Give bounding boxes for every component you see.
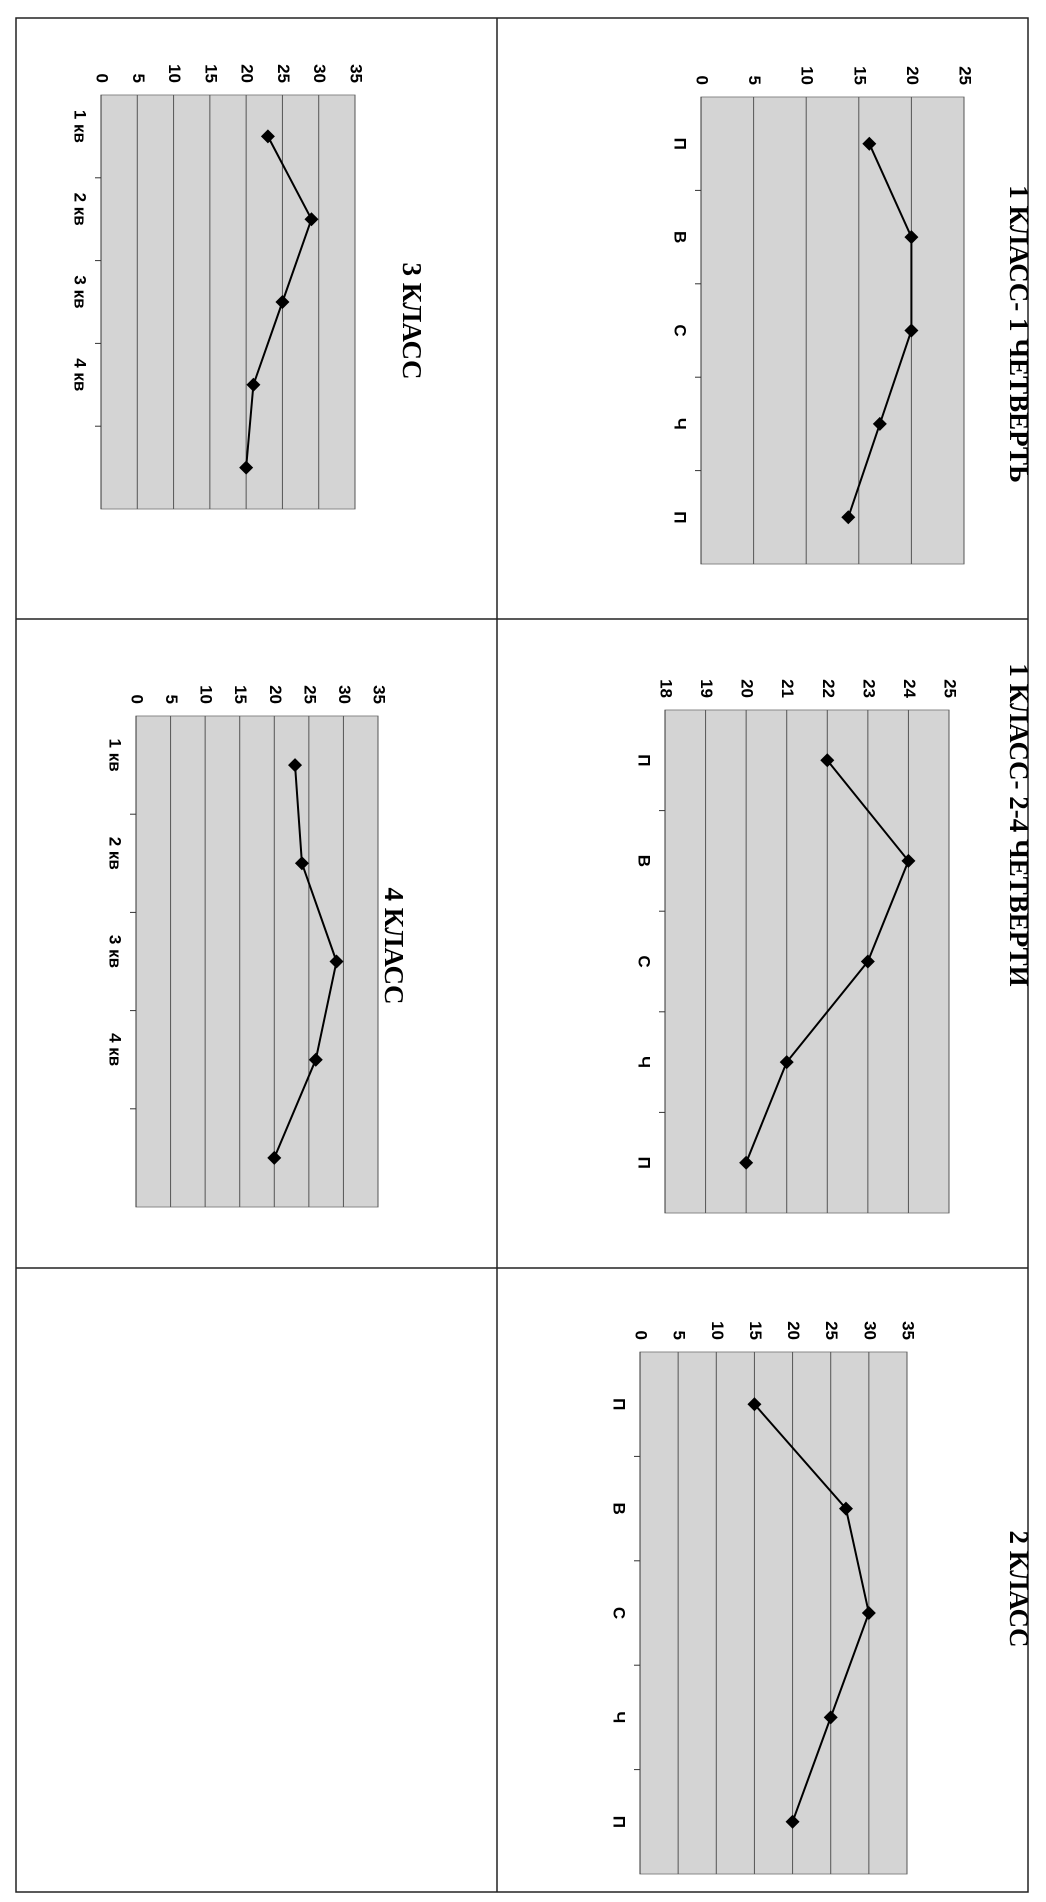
chart-title: 1 КЛАСС- 2-4 ЧЕТВЕРТИ (1004, 663, 1034, 986)
point-marker (785, 1814, 800, 1829)
point-marker (246, 377, 261, 392)
rotated-sheet: 1 КЛАСС- 1 ЧЕТВЕРТЬ 0 5 10 15 20 25 П В С Ч П 1 КЛАС… (15, 17, 1034, 1893)
y-tick-label: 0 (93, 74, 112, 83)
y-tick-label: 20 (738, 679, 757, 698)
x-tick-label: 3 кв (71, 275, 90, 308)
point-marker (860, 954, 875, 969)
y-tick-label: 0 (693, 76, 712, 85)
table-border (15, 17, 1029, 1893)
point-marker (304, 212, 319, 227)
point-marker (779, 1055, 794, 1070)
x-tick-label: П (671, 138, 690, 150)
point-marker (275, 295, 290, 309)
chart-title: 1 КЛАСС- 1 ЧЕТВЕРТЬ (1004, 185, 1034, 483)
x-tick-label: 1 кв (106, 739, 125, 772)
x-tick-label: 3 кв (106, 935, 125, 968)
x-tick-label: 2 кв (106, 837, 125, 870)
y-tick-label: 0 (128, 695, 147, 704)
x-tick-label: 4 кв (106, 1033, 125, 1066)
y-tick-label: 30 (860, 1321, 879, 1340)
y-tick-label: 5 (129, 74, 148, 83)
y-tick-label: 21 (778, 679, 797, 698)
y-tick-label: 35 (899, 1321, 918, 1340)
y-tick-label: 20 (238, 64, 257, 83)
point-marker (308, 1052, 323, 1067)
y-tick-label: 10 (197, 685, 216, 704)
point-marker (823, 1710, 838, 1725)
x-tick-label: В (610, 1502, 629, 1514)
y-tick-label: 0 (632, 1331, 651, 1340)
point-marker (288, 758, 303, 773)
y-tick-label: 25 (274, 64, 293, 83)
y-tick-label: 22 (819, 679, 838, 698)
point-marker (239, 460, 254, 475)
x-tick-label: 1 кв (71, 110, 90, 143)
x-tick-label: П (610, 1398, 629, 1410)
y-tick-label: 30 (310, 64, 329, 83)
y-tick-label: 35 (370, 685, 389, 704)
chart-title: 3 КЛАСС (397, 262, 427, 379)
y-tick-label: 15 (201, 64, 220, 83)
x-tick-label: С (635, 955, 654, 967)
y-tick-label: 15 (231, 685, 250, 704)
y-tick-label: 10 (798, 66, 817, 85)
plot-area (664, 709, 950, 1214)
y-tick-label: 5 (162, 695, 181, 704)
point-marker (260, 129, 275, 144)
x-tick-label: П (610, 1816, 629, 1828)
y-tick-label: 19 (697, 679, 716, 698)
point-marker (838, 1501, 853, 1516)
x-tick-label: П (635, 1157, 654, 1169)
x-tick-label: Ч (610, 1711, 629, 1723)
point-marker (329, 954, 344, 969)
y-tick-label: 25 (941, 679, 960, 698)
point-marker (862, 136, 877, 151)
x-tick-label: П (671, 511, 690, 523)
x-tick-label: 2 кв (71, 193, 90, 226)
y-tick-label: 23 (859, 679, 878, 698)
y-tick-label: 18 (657, 679, 676, 698)
y-tick-label: 25 (300, 685, 319, 704)
x-tick-label: Ч (671, 418, 690, 430)
x-tick-label: П (635, 754, 654, 766)
y-tick-label: 15 (746, 1321, 765, 1340)
point-marker (861, 1606, 876, 1620)
x-tick-label: Ч (635, 1056, 654, 1068)
y-tick-label: 5 (670, 1331, 689, 1340)
plot-area (700, 96, 965, 565)
point-marker (267, 1150, 282, 1165)
y-tick-label: 15 (850, 66, 869, 85)
y-tick-label: 35 (347, 64, 366, 83)
point-marker (294, 856, 309, 871)
y-tick-label: 25 (956, 66, 975, 85)
y-tick-label: 10 (165, 64, 184, 83)
chart-title: 4 КЛАСС (379, 887, 409, 1004)
y-tick-label: 20 (784, 1321, 803, 1340)
x-tick-label: С (610, 1607, 629, 1619)
x-tick-label: 4 кв (71, 358, 90, 391)
chart-title: 2 КЛАСС (1004, 1530, 1034, 1647)
y-tick-label: 30 (335, 685, 354, 704)
y-tick-label: 20 (266, 685, 285, 704)
x-tick-label: В (635, 855, 654, 867)
y-tick-label: 5 (745, 76, 764, 85)
x-tick-label: С (671, 324, 690, 336)
point-marker (901, 853, 916, 868)
y-tick-label: 25 (822, 1321, 841, 1340)
y-tick-label: 24 (900, 679, 919, 698)
x-tick-label: В (671, 231, 690, 243)
y-tick-label: 10 (708, 1321, 727, 1340)
y-tick-label: 20 (903, 66, 922, 85)
point-marker (747, 1397, 762, 1412)
point-marker (739, 1155, 754, 1170)
point-marker (820, 753, 835, 768)
plot-area (100, 94, 356, 510)
